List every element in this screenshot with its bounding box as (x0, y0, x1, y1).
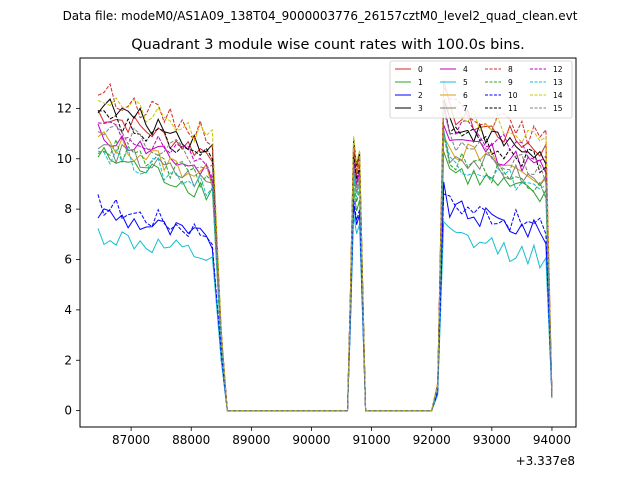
y-tick-label-8: 8 (64, 202, 72, 216)
x-tick-label-90000: 90000 (292, 433, 330, 447)
legend-label-11: 11 (508, 104, 518, 113)
legend-label-2: 2 (418, 91, 423, 100)
legend-label-3: 3 (418, 104, 423, 113)
legend-label-9: 9 (508, 78, 513, 87)
x-tick-label-94000: 94000 (533, 433, 571, 447)
legend-label-5: 5 (463, 78, 468, 87)
series-line-9 (97, 134, 553, 412)
y-tick-label-4: 4 (64, 303, 72, 317)
legend-box (389, 60, 573, 119)
chart-title: Quadrant 3 module wise count rates with … (131, 37, 525, 53)
x-tick-label-87000: 87000 (112, 433, 150, 447)
legend-label-6: 6 (463, 91, 468, 100)
chart-suptitle: Data file: modeM0/AS1A09_138T04_90000037… (63, 9, 578, 23)
legend-label-4: 4 (463, 65, 468, 74)
legend-label-0: 0 (418, 65, 423, 74)
x-tick-label-91000: 91000 (352, 433, 390, 447)
x-tick-label-93000: 93000 (473, 433, 511, 447)
axes: 87000 88000 89000 90000 91000 92000 93000 94000… (57, 57, 577, 447)
y-tick-label-2: 2 (64, 353, 72, 367)
x-offset-label: +3.337e8 (516, 454, 575, 468)
y-tick-label-12: 12 (57, 101, 72, 115)
legend-label-8: 8 (508, 65, 513, 74)
legend-label-13: 13 (553, 78, 563, 87)
legend-label-7: 7 (463, 104, 468, 113)
y-tick-label-0: 0 (64, 404, 72, 418)
plot-area (97, 80, 553, 412)
legend-label-15: 15 (553, 104, 563, 113)
x-tick-label-88000: 88000 (172, 433, 210, 447)
series-line-10 (97, 193, 553, 412)
x-tick-label-92000: 92000 (413, 433, 451, 447)
x-tick-label-89000: 89000 (232, 433, 270, 447)
series-line-15 (97, 110, 553, 412)
series-line-14 (97, 88, 553, 412)
legend-label-14: 14 (553, 91, 563, 100)
y-tick-label-6: 6 (64, 253, 72, 267)
legend-label-10: 10 (508, 91, 518, 100)
legend-label-1: 1 (418, 78, 423, 87)
plot-frame (79, 57, 577, 428)
y-tick-label-10: 10 (57, 152, 72, 166)
legend-label-12: 12 (553, 65, 563, 74)
